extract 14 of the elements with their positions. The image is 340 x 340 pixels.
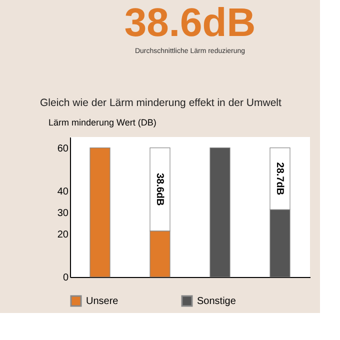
data-label: 38.6dB — [154, 172, 165, 206]
legend-label: Sonstige — [197, 296, 236, 307]
bar — [210, 147, 230, 278]
y-tick-label: 40 — [57, 186, 69, 198]
y-tick-label: 30 — [57, 208, 69, 219]
data-label: 28.7dB — [274, 162, 285, 196]
legend-label: Unsere — [86, 296, 119, 307]
y-tick-label: 0 — [62, 272, 69, 284]
y-tick-label: 60 — [57, 143, 69, 154]
bar — [90, 147, 110, 278]
y-tick-label: 20 — [57, 229, 69, 240]
y-axis-title: Lärm minderung Wert (DB) — [48, 118, 156, 128]
text: Gleich wie der Lärm minderung effekt in der Umwelt — [40, 97, 282, 109]
chart-title: 38.6dB — [124, 1, 256, 45]
